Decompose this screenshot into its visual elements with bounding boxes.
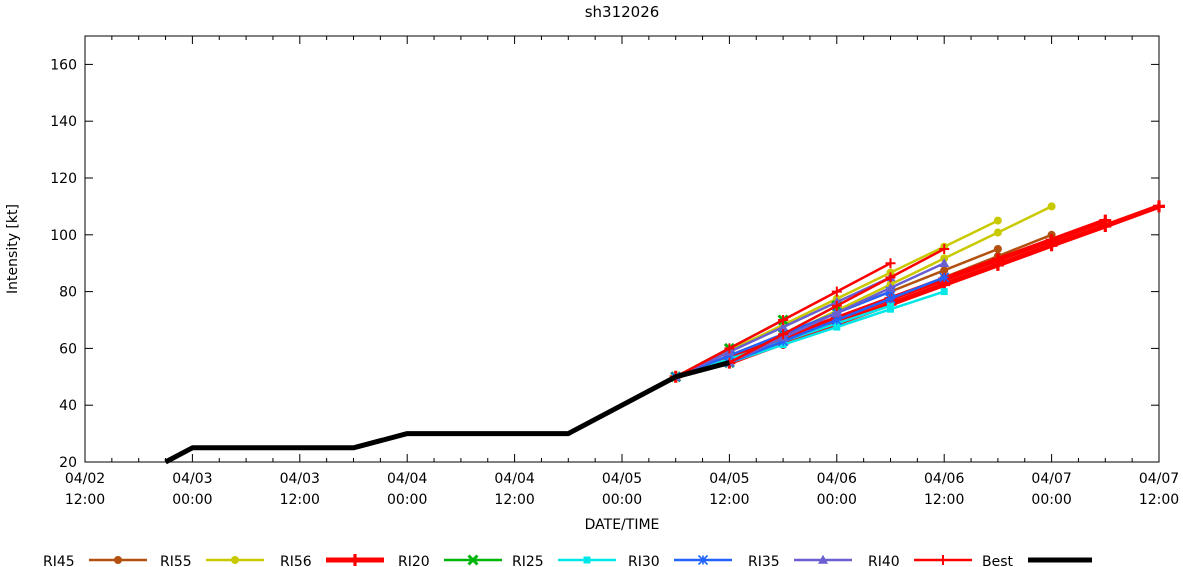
y-axis-label: Intensity [kt] [5,204,21,294]
y-tick-label: 80 [59,285,77,301]
x-tick-label-date: 04/03 [172,471,212,487]
legend-entry-RI40: RI40 [868,554,972,567]
y-tick-label: 120 [50,171,77,187]
legend: RI45 RI55 RI56 RI20 RI25 RI30 RI35 RI40 Best [43,554,1092,567]
legend-entry-RI35: RI35 [748,554,852,567]
x-tick-label-time: 12:00 [709,492,749,508]
legend-entry-label: RI35 [748,554,780,567]
legend-entry-RI55: RI55 [160,554,264,567]
chart-title: sh312026 [585,3,660,21]
legend-entry-RI45: RI45 [43,554,147,567]
x-tick-label-time: 00:00 [602,492,642,508]
y-tick-label: 20 [59,455,77,471]
x-tick-label-date: 04/04 [387,471,427,487]
legend-entry-Best: Best [982,554,1092,567]
y-tick-label: 40 [59,398,77,414]
x-tick-label-date: 04/03 [280,471,320,487]
legend-entry-RI25: RI25 [512,554,616,567]
legend-entry-label: RI55 [160,554,192,567]
legend-entry-label: RI25 [512,554,544,567]
legend-entry-RI30: RI30 [628,554,732,567]
legend-entry-RI56: RI56 [280,554,384,567]
legend-entry-label: RI20 [398,554,430,567]
x-tick-label-time: 00:00 [817,492,857,508]
x-tick-label-date: 04/07 [1139,471,1179,487]
legend-entry-label: RI30 [628,554,660,567]
x-tick-label-date: 04/05 [709,471,749,487]
x-tick-label-date: 04/05 [602,471,642,487]
x-tick-label-date: 04/02 [65,471,105,487]
x-tick-label-time: 00:00 [1031,492,1071,508]
series-RI35-run-1 [670,272,896,381]
x-tick-label-time: 12:00 [924,492,964,508]
legend-entry-label: RI45 [43,554,75,567]
x-tick-label-time: 12:00 [1139,492,1179,508]
chart-generated-content: 04/02 12:00 04/03 00:00 04/03 12:00 04/04 00:00… [43,35,1179,567]
tick-labels: 04/02 12:00 04/03 00:00 04/03 12:00 04/04 00:00… [50,57,1179,508]
x-tick-label-time: 12:00 [65,492,105,508]
x-tick-label-time: 00:00 [172,492,212,508]
x-tick-label-date: 04/07 [1031,471,1071,487]
legend-entry-label: RI56 [280,554,312,567]
y-tick-label: 140 [50,114,77,130]
legend-entry-label: Best [982,554,1014,567]
x-tick-label-time: 00:00 [387,492,427,508]
y-tick-label: 60 [59,341,77,357]
legend-entry-RI20: RI20 [398,554,502,567]
x-tick-label-date: 04/06 [817,471,857,487]
y-tick-label: 160 [50,57,77,73]
x-tick-label-time: 12:00 [280,492,320,508]
x-tick-label-date: 04/04 [494,471,534,487]
series-Best-run-1 [164,360,731,465]
x-tick-label-time: 12:00 [494,492,534,508]
x-tick-label-date: 04/06 [924,471,964,487]
legend-entry-label: RI40 [868,554,900,567]
y-tick-label: 100 [50,228,77,244]
series-RI35-run-2 [724,258,950,367]
axis-ticks [84,36,1160,463]
x-axis-label: DATE/TIME [585,517,660,533]
series-RI40-run-2 [724,244,950,368]
